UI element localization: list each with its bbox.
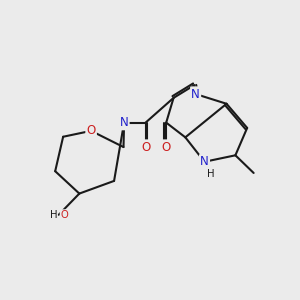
- Text: N: N: [191, 88, 200, 100]
- Text: O: O: [60, 210, 68, 220]
- Text: N: N: [120, 116, 128, 129]
- Text: H: H: [50, 210, 57, 220]
- Text: H: H: [207, 169, 214, 178]
- Text: O: O: [86, 124, 96, 137]
- Text: N: N: [200, 155, 209, 168]
- Text: O: O: [162, 141, 171, 154]
- Text: O: O: [141, 141, 150, 154]
